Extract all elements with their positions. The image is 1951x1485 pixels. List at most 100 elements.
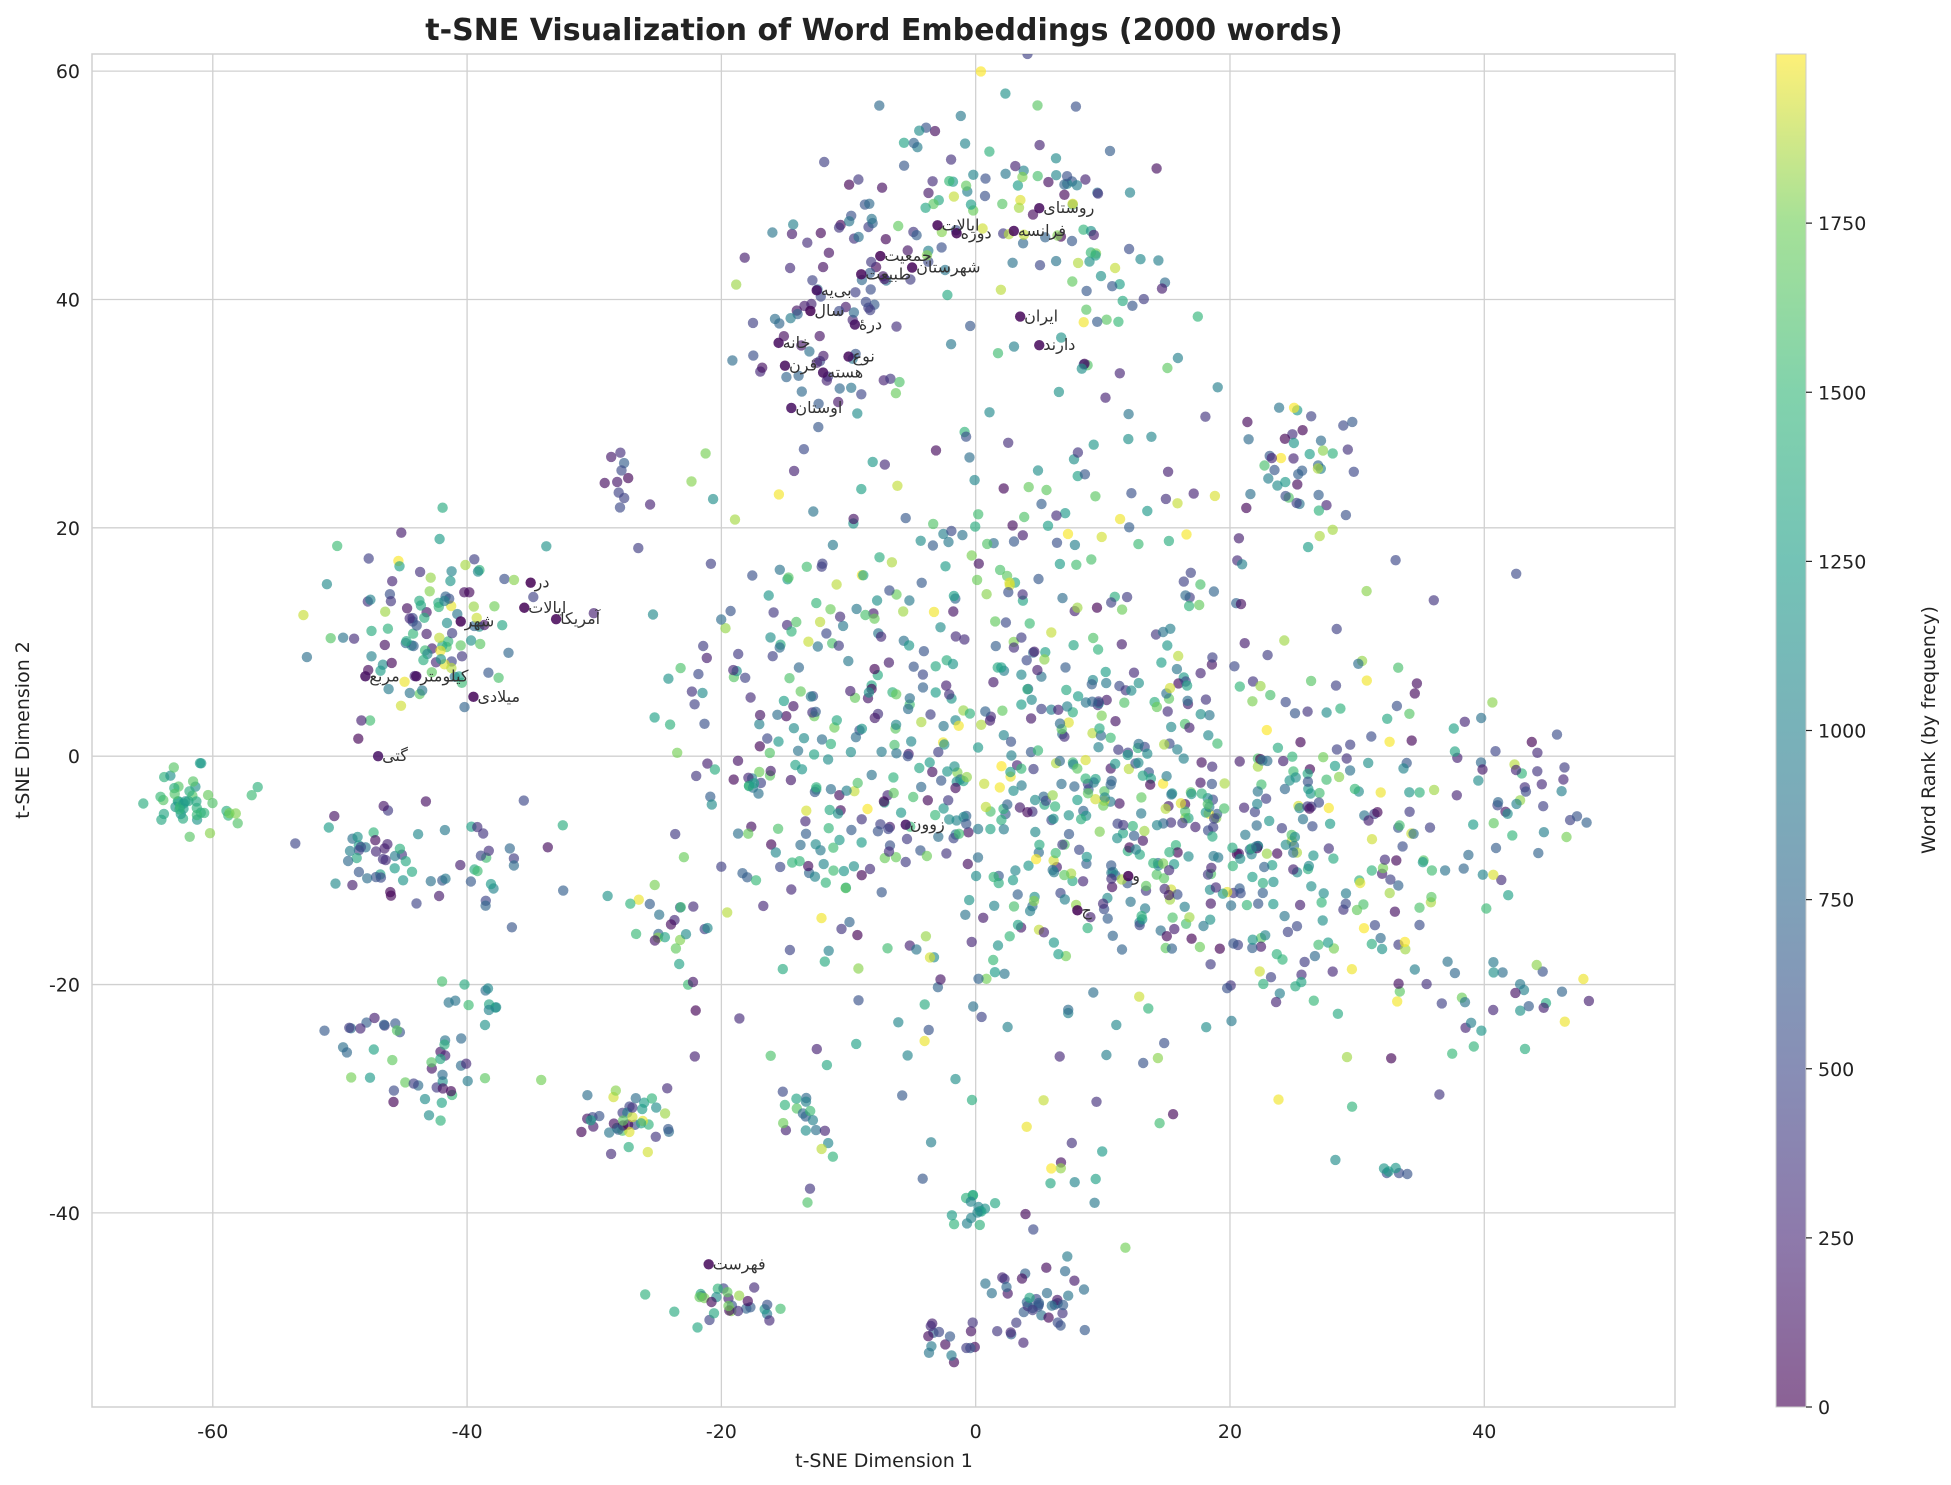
scatter-point [642, 1146, 653, 1158]
scatter-point [1559, 762, 1570, 773]
scatter-point [630, 1093, 641, 1104]
scatter-point [191, 809, 203, 821]
scatter-point [674, 958, 685, 970]
scatter-point [1202, 799, 1214, 810]
scatter-point [174, 804, 185, 815]
scatter-point [1057, 1299, 1069, 1311]
x-tick-label: 0 [970, 1421, 982, 1443]
scatter-point [1106, 597, 1117, 608]
scatter-point [819, 1125, 831, 1137]
scatter-point [997, 705, 1008, 716]
scatter-point [1551, 729, 1563, 740]
scatter-point [992, 348, 1004, 359]
scatter-point [1327, 448, 1338, 459]
scatter-point [707, 493, 719, 505]
scatter-point [1198, 920, 1209, 932]
scatter-point [369, 1012, 380, 1024]
scatter-point [1007, 875, 1019, 886]
scatter-point [1101, 677, 1112, 689]
scatter-point [990, 616, 1001, 627]
scatter-point [972, 1207, 983, 1218]
scatter-point [650, 1131, 661, 1143]
scatter-point [883, 823, 894, 835]
scatter-point [1105, 732, 1116, 743]
scatter-point [948, 191, 960, 202]
scatter-point [378, 1019, 390, 1030]
scatter-point [801, 561, 812, 572]
scatter-point [690, 1005, 701, 1016]
scatter-point [1171, 663, 1183, 675]
scatter-point [1001, 1281, 1012, 1293]
scatter-point [518, 795, 529, 806]
scatter-point [989, 1198, 1001, 1209]
scatter-point [1054, 718, 1066, 729]
scatter-point [1247, 942, 1258, 954]
scatter-point [1280, 696, 1291, 708]
scatter-point [351, 852, 362, 864]
scatter-point [984, 146, 995, 157]
scatter-point [1217, 888, 1229, 899]
scatter-point [748, 350, 759, 361]
scatter-point [1404, 708, 1415, 719]
scatter-point [623, 472, 634, 484]
scatter-point [670, 828, 681, 840]
scatter-point [1114, 368, 1126, 379]
scatter-point [1257, 877, 1269, 889]
scatter-point [1104, 145, 1116, 157]
scatter-point [795, 686, 806, 697]
scatter-point [1006, 750, 1017, 761]
scatter-point [995, 284, 1007, 295]
scatter-point [1075, 814, 1087, 825]
scatter-point [856, 814, 867, 825]
scatter-point [811, 597, 822, 609]
scatter-point [1018, 229, 1030, 240]
scatter-point [1059, 869, 1070, 881]
scatter-point [1330, 1154, 1341, 1166]
labeled-word-point [372, 750, 384, 762]
scatter-point [169, 788, 180, 800]
scatter-point [1024, 905, 1036, 917]
scatter-point [982, 538, 993, 550]
scatter-point [1032, 170, 1043, 182]
scatter-point [1209, 813, 1220, 824]
scatter-point [784, 944, 796, 956]
scatter-point [858, 570, 869, 581]
scatter-point [1027, 209, 1039, 220]
scatter-point [368, 1044, 379, 1055]
scatter-point [997, 198, 1008, 210]
scatter-point [979, 778, 990, 789]
scatter-point [344, 1022, 355, 1033]
scatter-point [1303, 860, 1315, 872]
scatter-point [406, 866, 418, 877]
scatter-point [479, 1073, 491, 1084]
scatter-point [802, 237, 813, 248]
scatter-point [1426, 865, 1438, 876]
scatter-point [1532, 766, 1543, 777]
scatter-point [1053, 386, 1065, 398]
scatter-point [856, 723, 868, 734]
scatter-point [1123, 243, 1135, 255]
scatter-point [1016, 1273, 1028, 1284]
scatter-point [820, 877, 831, 888]
scatter-point [732, 828, 744, 839]
scatter-point [1190, 821, 1201, 833]
scatter-point [1280, 490, 1291, 502]
scatter-point [1054, 755, 1066, 767]
scatter-point [1426, 891, 1437, 903]
scatter-point [508, 574, 520, 586]
colorbar-tick-label: 1500 [1818, 382, 1866, 404]
scatter-point [838, 865, 850, 877]
scatter-point [892, 480, 903, 491]
scatter-point [1050, 255, 1062, 267]
scatter-point [1487, 697, 1498, 708]
labeled-word-point [856, 269, 867, 280]
scatter-point [1071, 559, 1082, 570]
scatter-point [1066, 235, 1078, 247]
y-tick-label: 20 [56, 518, 80, 540]
scatter-point [469, 554, 480, 565]
word-label: دارند [1043, 335, 1075, 355]
scatter-point [1260, 793, 1272, 804]
scatter-point [528, 591, 539, 603]
scatter-point [1294, 802, 1305, 814]
scatter-point [1338, 420, 1349, 431]
